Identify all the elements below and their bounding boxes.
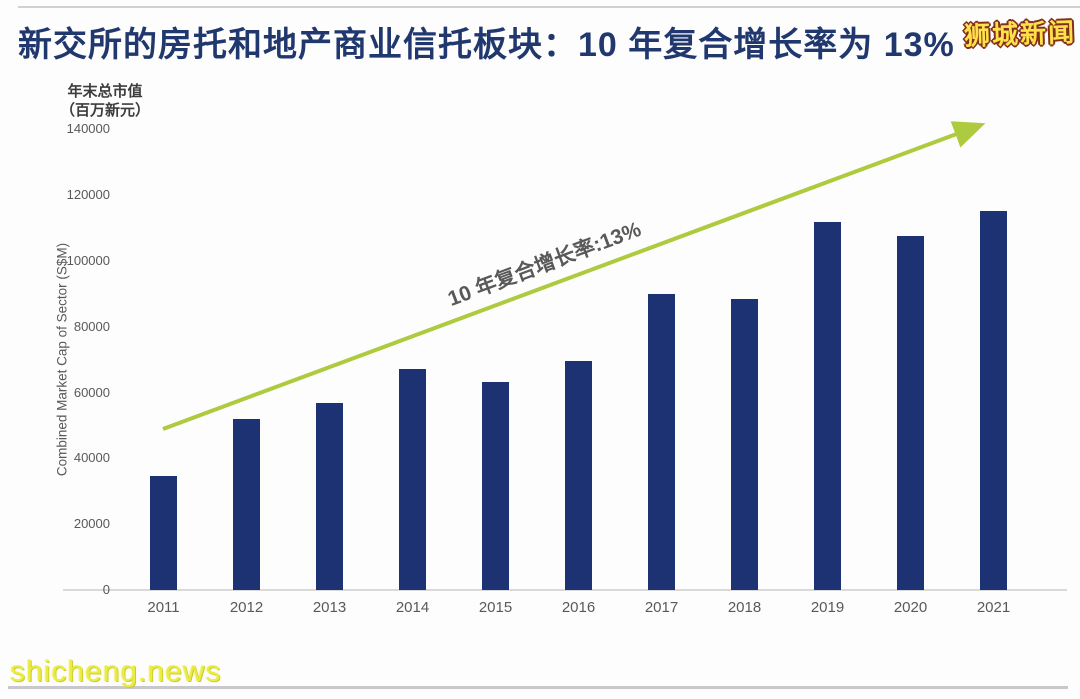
bar-2014 [399,369,426,590]
x-tick-2017: 2017 [644,599,679,616]
y-tick-100000: 100000 [66,253,110,268]
y-axis-unit-label-line1: 年末总市值 [67,83,143,100]
bar-2013 [316,403,343,590]
bar-2012 [233,419,260,590]
y-tick-140000: 140000 [66,121,110,137]
x-tick-2016: 2016 [561,599,596,616]
bar-2017 [648,294,675,590]
x-tick-2011: 2011 [147,599,180,616]
bar-2016 [565,361,592,590]
bar-2011 [150,476,177,590]
x-axis-line [63,589,1067,591]
bar-2018 [731,299,758,590]
x-tick-2013: 2013 [312,599,347,616]
y-tick-120000: 120000 [66,187,110,203]
x-tick-2018: 2018 [727,599,762,616]
x-tick-2015: 2015 [478,599,513,616]
y-tick-40000: 40000 [73,450,110,466]
x-tick-2019: 2019 [810,599,845,616]
bar-2015 [482,382,509,590]
x-tick-2014: 2014 [395,599,430,616]
bottom-divider [8,686,1068,689]
y-tick-20000: 20000 [73,516,110,532]
x-tick-2021: 2021 [976,599,1011,616]
trend-arrow-line [162,121,986,431]
y-tick-0: 0 [102,582,110,597]
y-axis-unit-label-line2: （百万新元） [59,102,150,119]
y-tick-80000: 80000 [73,318,110,334]
y-axis-unit-label: 年末总市值 （百万新元） [45,82,165,120]
page-title: 新交所的房托和地产商业信托板块：10 年复合增长率为 13% [18,26,955,64]
x-tick-2012: 2012 [229,599,264,616]
site-watermark-top: 狮城新闻 [963,17,1077,51]
top-divider [18,6,1080,8]
bar-2019 [814,222,841,590]
site-watermark-bottom: shicheng.news [10,655,222,688]
bar-2020 [897,236,924,590]
y-tick-60000: 60000 [73,384,110,400]
bar-2021 [980,211,1007,590]
x-tick-2020: 2020 [893,599,928,616]
